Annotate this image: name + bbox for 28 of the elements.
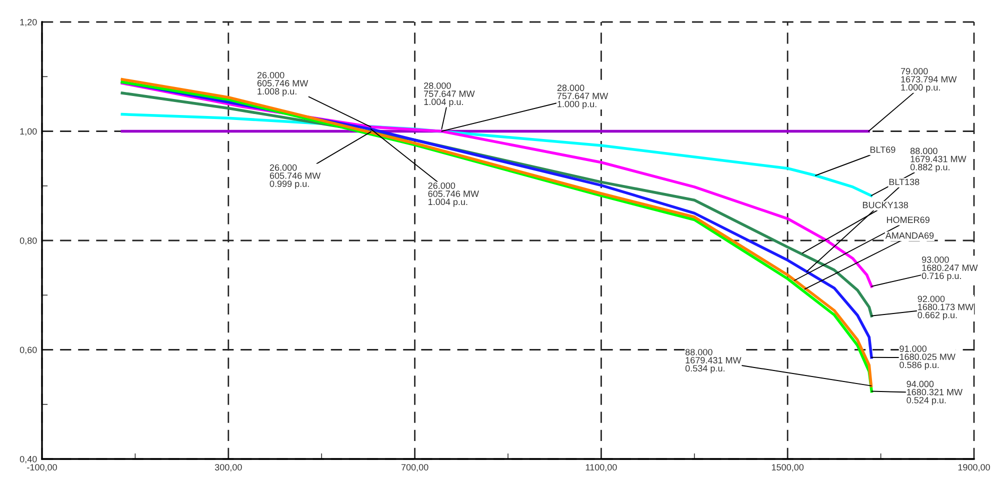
y-tick-label: 0,40 — [20, 456, 37, 464]
annotation: 26.000 605.746 MW 0.999 p.u. — [270, 164, 321, 189]
x-tick-label: -100,00 — [27, 464, 57, 472]
x-tick-label: 1100,00 — [586, 464, 617, 472]
annotation: 26.000 605.746 MW 1.004 p.u. — [428, 182, 479, 207]
y-tick-label: 0,80 — [20, 237, 37, 245]
annotation: 28.000 757.647 MW 1.000 p.u. — [557, 84, 608, 110]
x-tick-label: 300,00 — [214, 464, 242, 472]
annotation: 79.000 1673.794 MW 1.000 p.u. — [900, 68, 957, 92]
annotation: 91.000 1680.025 MW 0.586 p.u. — [900, 346, 956, 370]
annotation: BUCKY138 — [862, 202, 908, 208]
x-tick-label: 700,00 — [401, 464, 428, 472]
y-tick-label: 0,60 — [20, 346, 37, 354]
annotation: 94.000 1680.321 MW 0.524 p.u. — [906, 380, 963, 406]
y-tick-label: 1,00 — [20, 128, 37, 136]
annotation: 28.000 757.647 MW 1.004 p.u. — [424, 82, 475, 107]
annotation: 92.000 1680.173 MW 0.662 p.u. — [918, 296, 974, 320]
annotation: 26.000 605.746 MW 1.008 p.u. — [257, 72, 308, 96]
annotation: 88.000 1679.431 MW 0.882 p.u. — [910, 148, 966, 172]
annotation: 93.000 1680.247 MW 0.716 p.u. — [922, 256, 978, 281]
y-tick-label: 1,20 — [20, 18, 37, 26]
annotation: BLT138 — [889, 178, 920, 186]
annotation: HOMER69 — [886, 216, 930, 224]
annotation: BLT69 — [870, 146, 896, 153]
x-tick-label: 1900,00 — [958, 464, 990, 472]
annotation: AMANDA69 — [885, 232, 934, 239]
x-tick-label: 1500,00 — [772, 464, 804, 472]
annotation: 88.000 1679.431 MW 0.534 p.u. — [685, 348, 742, 374]
